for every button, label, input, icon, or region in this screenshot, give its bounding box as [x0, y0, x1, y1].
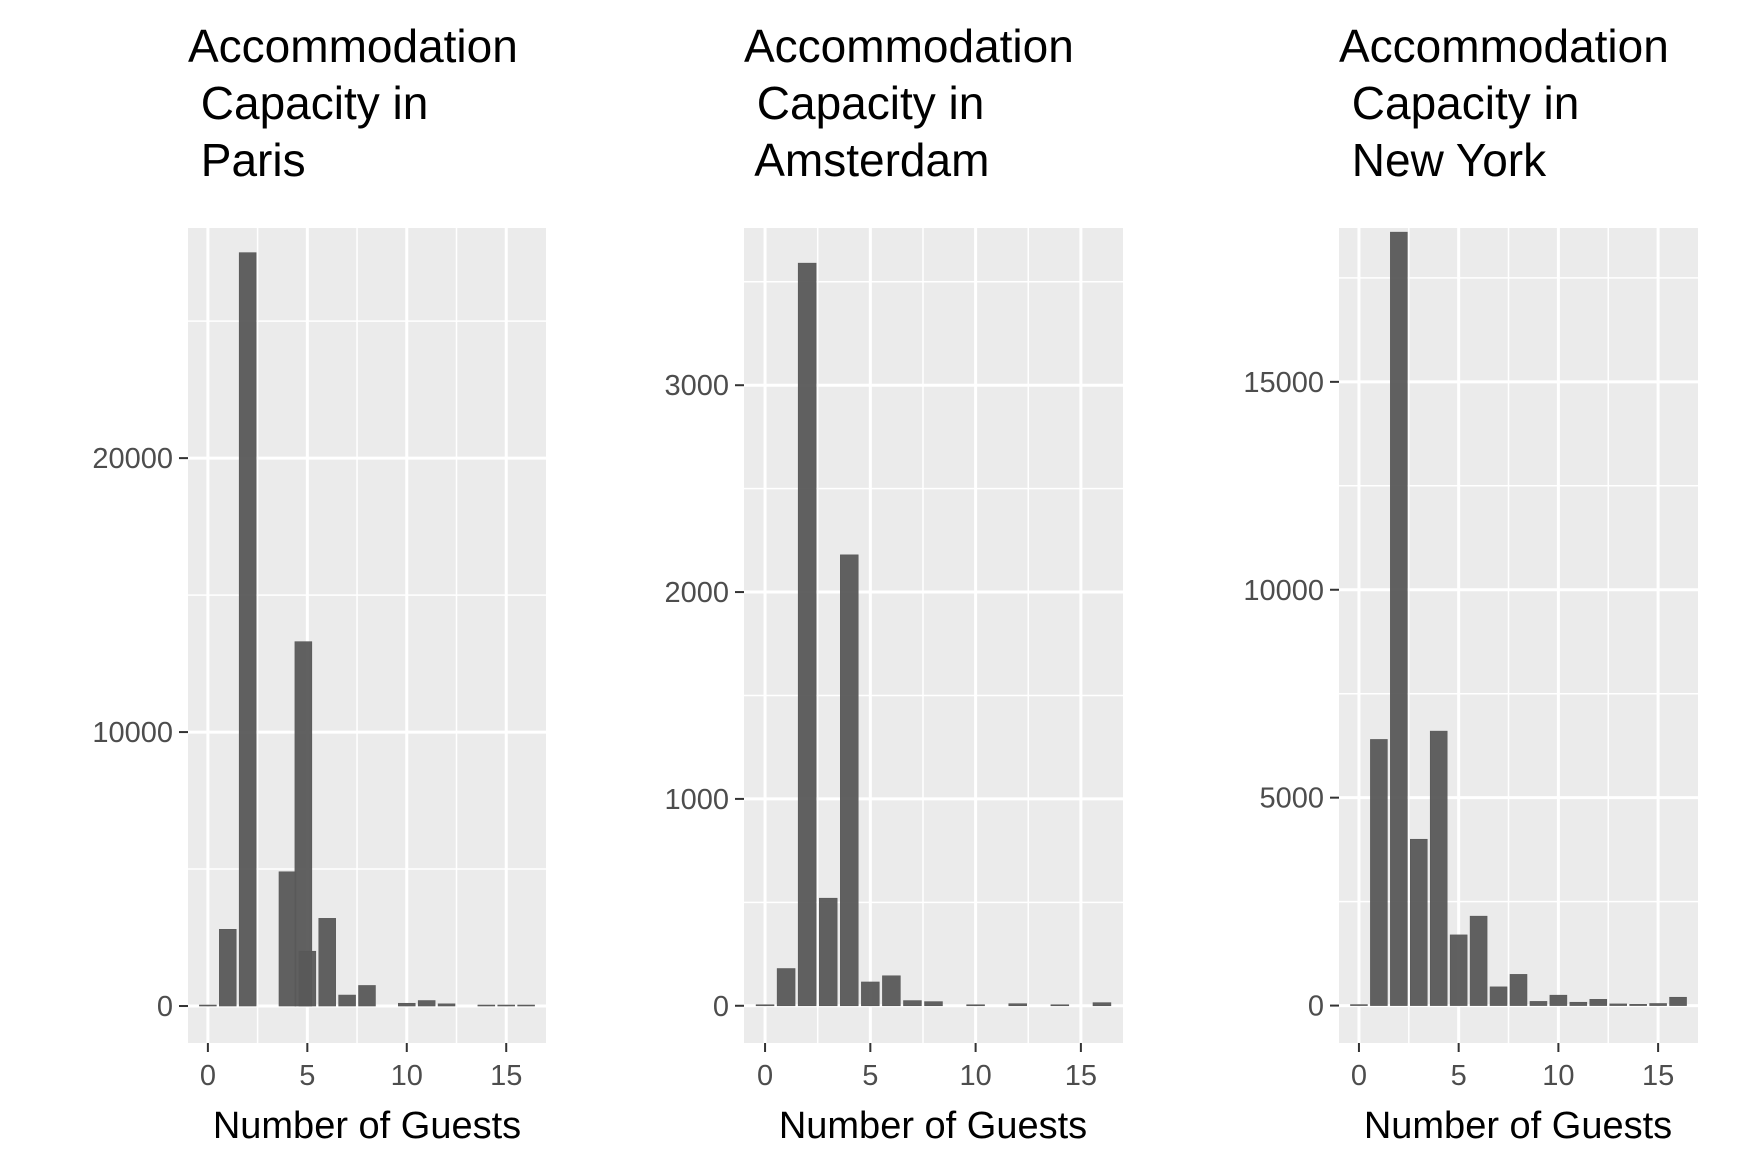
histogram-bar: [1669, 996, 1687, 1006]
chart-title-line: Capacity in: [188, 77, 428, 129]
histogram-bar: [318, 918, 336, 1007]
histogram-bar: [1350, 1004, 1368, 1006]
histogram-bar: [776, 968, 796, 1007]
histogram-bar: [818, 897, 838, 1007]
x-axis-label: Number of Guests: [213, 1105, 521, 1147]
histogram-bar: [1489, 986, 1508, 1006]
x-tick-label: 10: [1542, 1060, 1574, 1092]
histogram-bar: [358, 985, 376, 1007]
x-tick-label: 10: [391, 1060, 423, 1092]
histogram-bar: [1410, 838, 1428, 1006]
histogram-bar: [417, 1000, 436, 1007]
x-tick-label: 15: [490, 1060, 522, 1092]
x-tick-label: 15: [1642, 1060, 1674, 1092]
y-tick-label: 0: [713, 991, 729, 1023]
y-tick-label: 0: [157, 991, 173, 1023]
x-tick-label: 15: [1065, 1060, 1097, 1092]
histogram-bar: [840, 554, 859, 1007]
histogram-bar: [966, 1004, 985, 1007]
x-axis-label: Number of Guests: [779, 1105, 1087, 1147]
chart-title-line: Capacity in: [1339, 77, 1579, 129]
chart-title-line: Capacity in: [744, 77, 984, 129]
x-axis: 0 5 10 15: [200, 1043, 522, 1092]
histogram-bar: [238, 252, 257, 1007]
y-axis: 0 10000 20000: [92, 443, 188, 1023]
y-tick-label: 1000: [664, 784, 729, 816]
histogram-bar: [797, 262, 817, 1007]
histogram-bar: [755, 1004, 775, 1007]
histogram-bar: [199, 1004, 217, 1007]
bars: [1350, 231, 1687, 1006]
x-tick-label: 5: [1451, 1060, 1467, 1092]
histogram-bar: [1469, 915, 1488, 1006]
x-tick-label: 5: [299, 1060, 315, 1092]
chart-title: Accommodation Capacity in New York: [1339, 20, 1669, 186]
chart-title-line: New York: [1339, 134, 1547, 186]
chart-title: Accommodation Capacity in Amsterdam: [744, 20, 1074, 186]
x-tick-label: 0: [757, 1060, 773, 1092]
histogram-bar: [278, 871, 297, 1007]
histogram-bar: [924, 1001, 943, 1007]
y-tick-label: 0: [1308, 991, 1324, 1023]
chart-title: Accommodation Capacity in Paris: [188, 20, 518, 186]
x-axis-label: Number of Guests: [1364, 1105, 1672, 1147]
histogram-bar: [477, 1004, 496, 1007]
chart-title-line: Accommodation: [1339, 20, 1669, 72]
histogram-bar: [398, 1002, 416, 1007]
y-tick-label: 20000: [92, 443, 173, 475]
y-tick-label: 2000: [664, 577, 729, 609]
x-tick-label: 5: [862, 1060, 878, 1092]
y-tick-label: 10000: [1243, 575, 1324, 607]
histogram-bar: [1390, 231, 1408, 1006]
histogram-bar: [1569, 1001, 1588, 1006]
histogram-bar: [903, 1000, 922, 1007]
y-tick-label: 5000: [1259, 783, 1324, 815]
chart-new-york: Accommodation Capacity in New York 0 5000…: [1243, 20, 1698, 1147]
histogram-bar: [517, 1004, 535, 1007]
histogram-bar: [1549, 994, 1568, 1006]
x-tick-label: 10: [959, 1060, 991, 1092]
histogram-bar: [1529, 1001, 1548, 1006]
bars: [199, 252, 535, 1007]
histogram-bar: [1429, 730, 1448, 1006]
histogram-bar: [1509, 974, 1528, 1006]
histogram-bar: [1589, 999, 1608, 1006]
histogram-bar: [338, 994, 356, 1007]
chart-title-line: Paris: [188, 134, 306, 186]
chart-paris: Accommodation Capacity in Paris 0 10000 20…: [92, 20, 546, 1147]
histogram-bar: [1629, 1004, 1647, 1006]
y-axis: 0 1000 2000 3000: [664, 370, 744, 1023]
histogram-bar: [882, 975, 901, 1007]
histogram-bar: [219, 929, 237, 1007]
chart-title-line: Accommodation: [744, 20, 1074, 72]
x-axis: 0 5 10 15: [757, 1043, 1097, 1092]
histogram-bar: [1609, 1003, 1627, 1006]
histogram-bar: [497, 1004, 515, 1007]
major-gridlines: [1339, 228, 1698, 1043]
chart-title-line: Amsterdam: [744, 134, 989, 186]
histogram-bar: [1050, 1004, 1070, 1007]
y-axis: 0 5000 10000 15000: [1243, 367, 1339, 1023]
chart-amsterdam: Accommodation Capacity in Amsterdam 0100…: [664, 20, 1123, 1147]
histogram-bar: [437, 1003, 456, 1007]
y-tick-label: 15000: [1243, 367, 1324, 399]
bars: [755, 262, 1112, 1007]
histogram-bar: [1092, 1002, 1112, 1007]
histogram-bar: [1370, 739, 1388, 1006]
histogram-bar: [861, 981, 880, 1007]
histogram-bar: [1649, 1003, 1667, 1006]
histogram-bar: [1008, 1003, 1027, 1007]
chart-title-line: Accommodation: [188, 20, 518, 72]
x-axis: 0 5 10 15: [1351, 1043, 1674, 1092]
x-tick-label: 0: [1351, 1060, 1367, 1092]
histogram-bar: [298, 950, 317, 1007]
x-tick-label: 0: [200, 1060, 216, 1092]
y-tick-label: 10000: [92, 717, 173, 749]
histogram-bar: [1449, 934, 1468, 1006]
y-tick-label: 3000: [664, 370, 729, 402]
